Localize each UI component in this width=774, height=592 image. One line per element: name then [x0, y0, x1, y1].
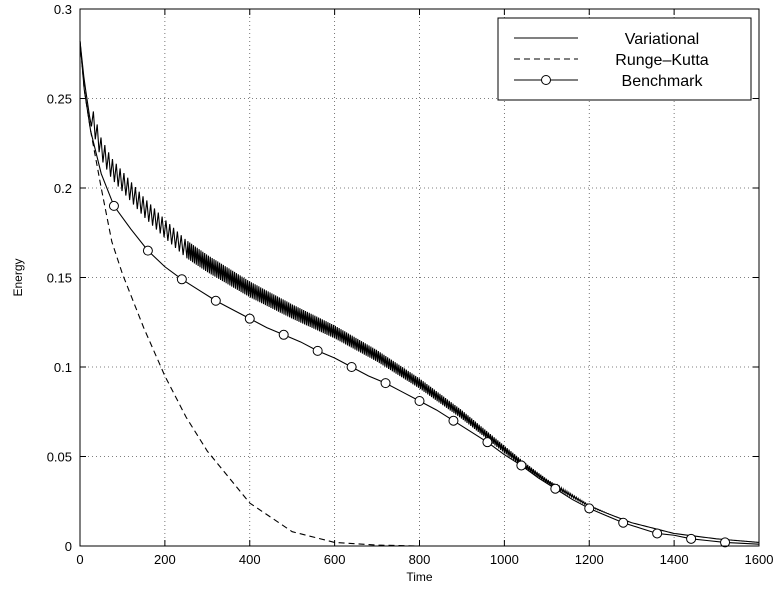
series-marker-benchmark: [448, 415, 459, 426]
x-tick-label: 1000: [490, 552, 519, 567]
axis-ticks: [79, 8, 760, 547]
y-tick-label: 0.05: [47, 450, 72, 465]
legend-label-variational: Variational: [625, 31, 699, 48]
series-marker-benchmark: [244, 313, 255, 324]
y-tick-label: 0.2: [54, 181, 72, 196]
legend-marker-benchmark: [541, 75, 551, 85]
series-marker-benchmark: [516, 460, 527, 471]
x-tick-label: 600: [324, 552, 346, 567]
series-marker-benchmark: [210, 295, 221, 306]
y-tick-label: 0.1: [54, 360, 72, 375]
legend-entries: Variational Runge–Kutta Benchmark: [514, 31, 709, 90]
legend-box: [497, 17, 752, 101]
series-benchmark: [79, 41, 760, 548]
x-tick-label: 1400: [660, 552, 689, 567]
legend: Variational Runge–Kutta Benchmark: [497, 17, 752, 101]
series-marker-benchmark: [584, 503, 595, 514]
legend-label-benchmark: Benchmark: [622, 73, 704, 90]
x-tick-label: 400: [239, 552, 261, 567]
series-marker-benchmark: [414, 396, 425, 407]
series-layer: [79, 41, 760, 548]
x-axis-label: Time: [406, 570, 433, 584]
x-tick-label: 1600: [745, 552, 774, 567]
x-tick-label: 800: [409, 552, 431, 567]
series-marker-benchmark: [618, 517, 629, 528]
grid-lines: [80, 9, 759, 546]
tick-labels: 0 200 400 600 800 1000 1200 1400 1600 0 0.05 0.1 0.1…: [47, 2, 774, 567]
series-marker-benchmark: [686, 533, 697, 544]
series-marker-benchmark: [176, 274, 187, 285]
series-marker-benchmark: [312, 345, 323, 356]
x-tick-label: 200: [154, 552, 176, 567]
y-axis-label: Energy: [11, 258, 25, 296]
series-marker-benchmark: [652, 528, 663, 539]
series-marker-benchmark: [720, 537, 731, 548]
series-marker-benchmark: [108, 200, 119, 211]
series-variational: [79, 41, 760, 543]
series-marker-benchmark: [278, 329, 289, 340]
series-marker-benchmark: [142, 245, 153, 256]
legend-label-runge-kutta: Runge–Kutta: [615, 52, 709, 69]
series-line-benchmark: [79, 41, 760, 545]
y-tick-label: 0.25: [47, 92, 72, 107]
y-tick-label: 0: [65, 539, 72, 554]
series-marker-benchmark: [482, 437, 493, 448]
legend-entry-variational: Variational: [514, 31, 699, 48]
x-tick-label: 1200: [575, 552, 604, 567]
x-tick-label: 0: [76, 552, 83, 567]
y-tick-label: 0.15: [47, 271, 72, 286]
series-marker-benchmark: [346, 362, 357, 372]
series-line-variational: [79, 41, 760, 543]
legend-entry-benchmark: Benchmark: [514, 73, 703, 90]
series-marker-benchmark: [380, 378, 391, 389]
y-tick-label: 0.3: [54, 2, 72, 17]
legend-entry-runge-kutta: Runge–Kutta: [514, 52, 709, 69]
series-marker-benchmark: [550, 483, 561, 494]
